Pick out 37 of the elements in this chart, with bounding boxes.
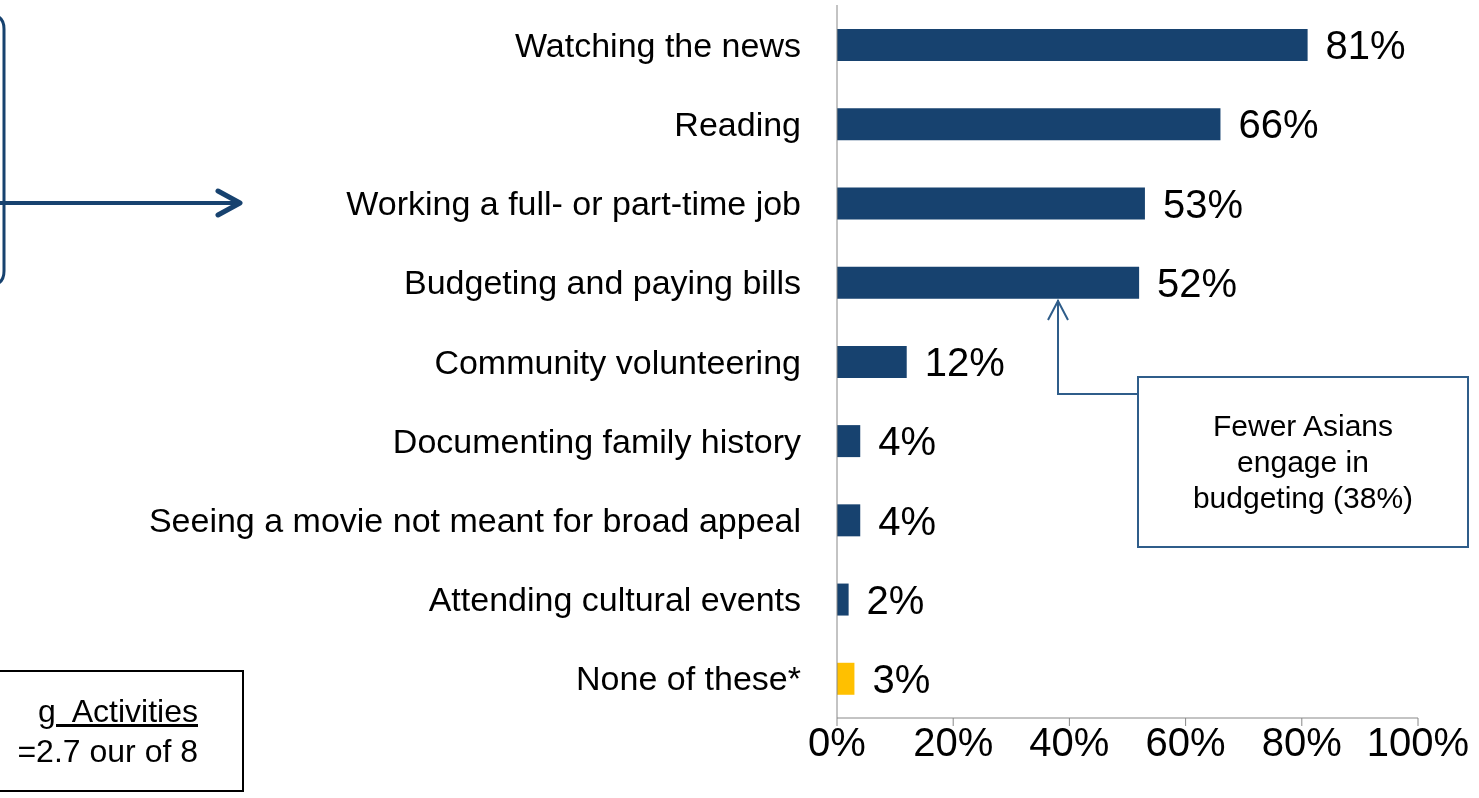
bar [837, 662, 855, 695]
y-tick-label: Attending cultural events [428, 580, 801, 619]
data-label: 81% [1325, 23, 1406, 68]
y-tick-label: Seeing a movie not meant for broad appeal [148, 501, 801, 540]
y-tick-label: Documenting family history [392, 421, 801, 460]
text: g Activities [37, 692, 198, 731]
y-tick-label: Reading [674, 104, 801, 143]
bar [837, 266, 1140, 299]
text: =2.7 our of 8 [17, 732, 198, 771]
bar [837, 108, 1221, 141]
callout-box: Fewer Asians engage in budgeting (38%) [1137, 376, 1469, 548]
bar [837, 504, 861, 537]
x-tick-label: 0% [808, 720, 866, 765]
data-label: 4% [878, 498, 937, 543]
y-tick-label: None of these* [576, 659, 801, 698]
y-tick-label: Watching the news [515, 25, 801, 64]
annotation: Fewer Asians engage in budgeting (38%) [1191, 408, 1415, 516]
x-tick-label: 100% [1366, 720, 1470, 765]
bar [837, 345, 907, 378]
x-tick-label: 60% [1145, 720, 1226, 765]
x-tick-label: 20% [913, 720, 994, 765]
bar [837, 425, 861, 458]
bar [837, 29, 1308, 61]
bar [837, 187, 1145, 220]
data-label: 3% [872, 656, 931, 701]
data-label: 4% [878, 419, 937, 464]
x-tick-label: 80% [1261, 720, 1342, 765]
data-label: 12% [924, 340, 1005, 385]
x-tick-label: 40% [1029, 720, 1110, 765]
data-label: 53% [1162, 181, 1243, 226]
y-tick-label: Budgeting and paying bills [404, 263, 801, 302]
y-tick-label: Working a full- or part-time job [346, 184, 801, 223]
data-label: 2% [866, 577, 925, 622]
y-tick-label: Community volunteering [434, 342, 801, 381]
data-label: 66% [1238, 102, 1319, 147]
bar [837, 583, 849, 616]
data-label: 52% [1157, 260, 1238, 305]
